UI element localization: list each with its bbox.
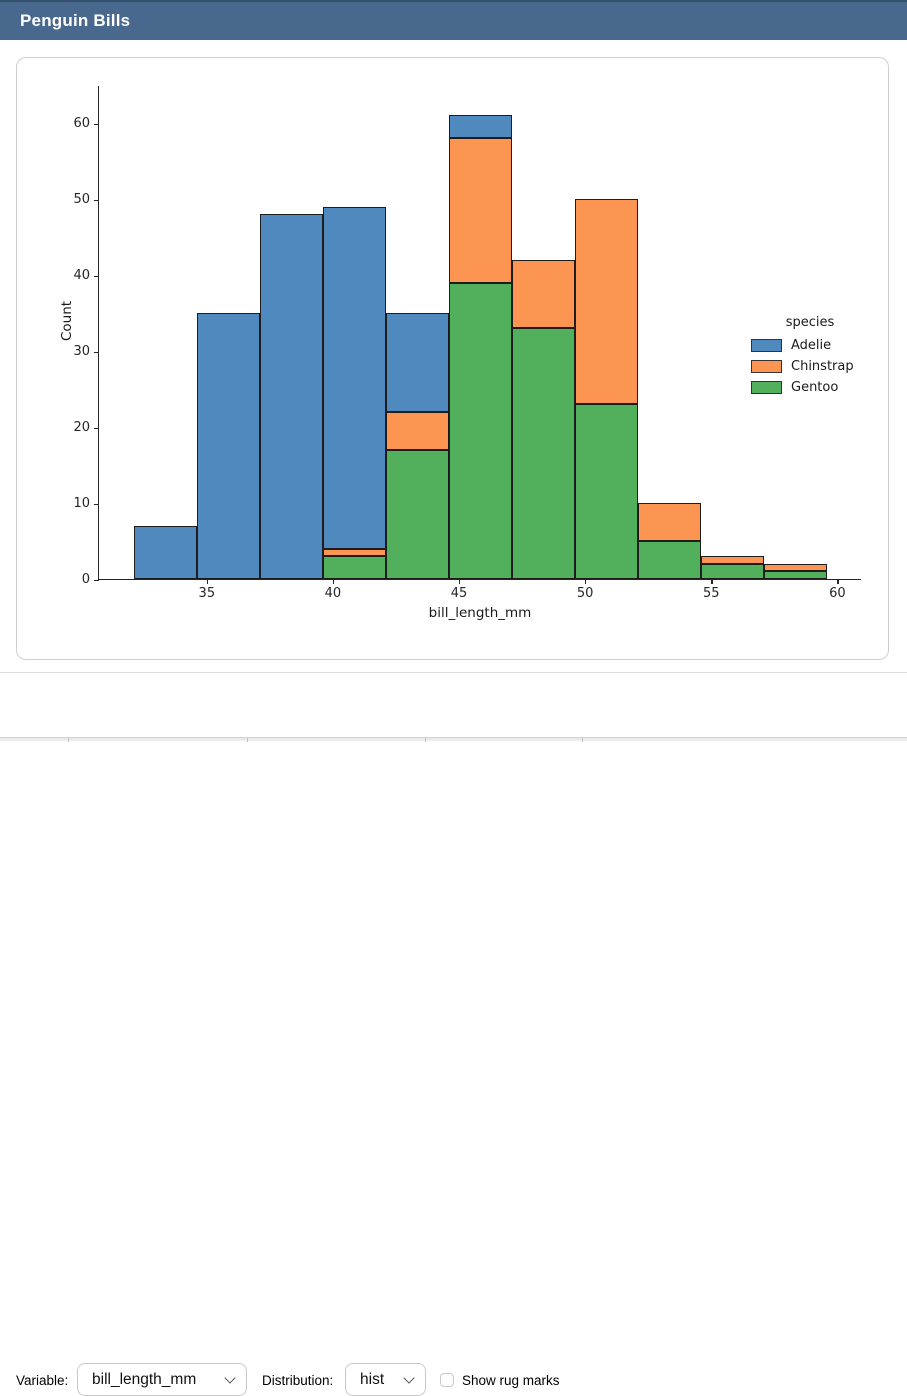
app-title: Penguin Bills [20, 11, 131, 30]
y-tick [94, 352, 99, 354]
y-tick [94, 428, 99, 430]
y-tick-label: 50 [73, 192, 90, 207]
x-tick-label: 60 [829, 586, 846, 601]
legend-label: Chinstrap [791, 359, 854, 374]
bar-segment-chinstrap [448, 138, 513, 283]
x-tick [332, 579, 335, 584]
bar-segment-chinstrap [322, 548, 386, 557]
x-tick [711, 579, 713, 584]
distribution-select-value: hist [360, 1370, 385, 1388]
y-tick [94, 504, 99, 506]
x-tick [585, 579, 587, 584]
legend-entry-chinstrap: Chinstrap [751, 356, 869, 377]
strip-separator [247, 738, 248, 742]
x-tick [206, 579, 209, 584]
variable-select[interactable]: bill_length_mm [77, 1363, 247, 1396]
x-tick [459, 579, 461, 584]
bar-segment-adelie [133, 525, 197, 579]
y-tick-label: 0 [81, 572, 90, 587]
legend-label: Gentoo [791, 380, 839, 395]
y-tick [94, 580, 99, 582]
strip-separator [582, 738, 583, 742]
bar-segment-chinstrap [638, 503, 702, 541]
legend-title: species [785, 315, 835, 330]
variable-label: Variable: [16, 1373, 69, 1388]
x-tick-label: 35 [198, 586, 216, 601]
legend-swatch [751, 360, 782, 373]
bar-segment-adelie [448, 115, 513, 139]
chevron-down-icon [224, 1371, 236, 1384]
variable-select-value: bill_length_mm [92, 1370, 197, 1388]
x-tick-label: 50 [576, 586, 594, 601]
y-tick-label: 10 [73, 496, 90, 511]
bar-segment-chinstrap [575, 199, 639, 405]
bar-segment-gentoo [764, 571, 828, 579]
legend-entry-gentoo: Gentoo [751, 377, 869, 398]
x-axis-label: bill_length_mm [428, 605, 532, 621]
bar-segment-gentoo [322, 556, 386, 579]
bar-segment-gentoo [701, 563, 765, 579]
bar-segment-chinstrap [385, 411, 449, 450]
bar-segment-gentoo [448, 282, 513, 579]
y-tick-label: 60 [73, 116, 90, 131]
bottom-edge-strip [0, 737, 907, 742]
bar-segment-gentoo [575, 404, 639, 579]
bar-segment-gentoo [638, 541, 702, 579]
histogram-plot: bill_length_mm Count species Adelie Chins… [59, 86, 861, 621]
x-tick-label: 40 [324, 586, 342, 601]
y-tick [94, 124, 99, 126]
chevron-down-icon [403, 1371, 415, 1384]
bar-segment-gentoo [512, 328, 576, 579]
strip-separator [425, 738, 426, 742]
chart-card: bill_length_mm Count species Adelie Chins… [16, 57, 889, 660]
legend-label: Adelie [791, 338, 832, 353]
distribution-label: Distribution: [262, 1373, 334, 1388]
distribution-select[interactable]: hist [345, 1363, 426, 1396]
x-tick-label: 55 [703, 586, 720, 601]
bar-segment-chinstrap [512, 259, 576, 329]
y-tick-label: 20 [73, 420, 90, 435]
strip-separator [68, 738, 69, 742]
y-axis-label: Count [59, 300, 76, 341]
bar-segment-chinstrap [701, 556, 765, 564]
bar-segment-chinstrap [764, 563, 828, 572]
show-rug-label: Show rug marks [462, 1373, 560, 1388]
bar-segment-gentoo [385, 449, 449, 579]
bar-segment-adelie [259, 214, 323, 579]
legend-entry-adelie: Adelie [751, 335, 869, 356]
y-tick [94, 276, 99, 278]
x-tick [837, 579, 839, 584]
bar-segment-adelie [385, 313, 449, 412]
y-tick [94, 200, 99, 202]
app-header: Penguin Bills [0, 0, 907, 40]
y-tick-label: 40 [73, 268, 90, 283]
y-tick-label: 30 [73, 344, 90, 359]
legend-swatch [751, 339, 782, 352]
show-rug-checkbox[interactable] [440, 1373, 454, 1387]
x-tick-label: 45 [450, 586, 468, 601]
bar-segment-adelie [196, 313, 260, 579]
control-bar: Variable: bill_length_mm Distribution: h… [0, 672, 907, 1396]
bar-segment-adelie [322, 206, 386, 549]
legend-swatch [751, 381, 782, 394]
legend: species Adelie Chinstrap Gentoo [751, 315, 869, 398]
